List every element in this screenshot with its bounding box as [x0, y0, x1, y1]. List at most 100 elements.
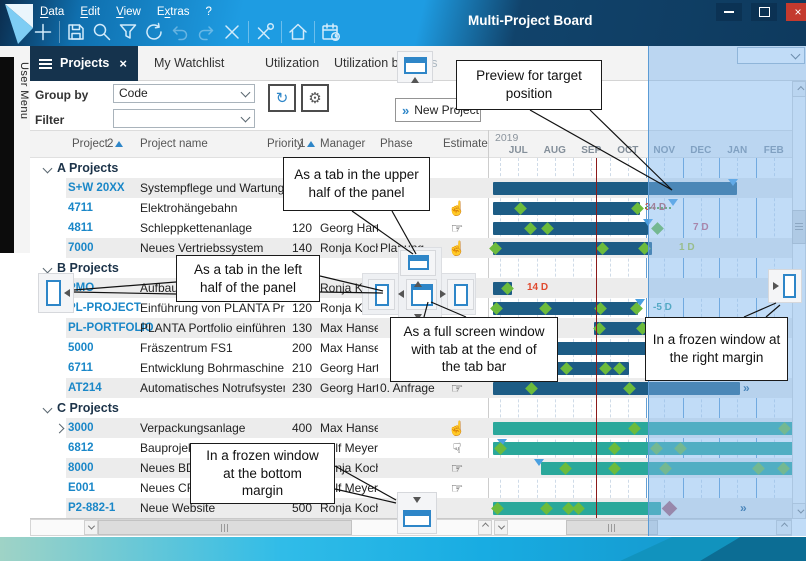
user-menu-label[interactable]: User Menu [18, 62, 30, 120]
group-collapse-icon[interactable] [42, 263, 53, 274]
col-manager[interactable]: Manager [320, 138, 366, 150]
close-button[interactable]: × [786, 3, 806, 21]
gantt-bar-AT214[interactable] [493, 381, 740, 395]
dock-arrow-left-icon [398, 290, 404, 298]
gantt-bar-3000[interactable] [493, 421, 792, 435]
toolbar [30, 18, 344, 46]
dock-frozen-bottom-target[interactable] [397, 492, 437, 534]
home-button[interactable] [285, 19, 311, 45]
settings-button[interactable]: ⚙ [301, 84, 329, 112]
project-code-link[interactable]: 8000 [68, 462, 94, 474]
dock-frozen-left-target[interactable] [38, 273, 74, 313]
menu-edit[interactable]: Edit [80, 6, 101, 18]
tab-projects[interactable]: Projects × [30, 46, 138, 81]
project-code-link[interactable]: 6812 [68, 442, 94, 454]
search-button[interactable] [89, 19, 115, 45]
col-project-sort[interactable]: 2 [107, 138, 124, 150]
table-row[interactable]: 6812 Bauprojekt - Rolf Meyer ☟ [30, 438, 488, 458]
gantt-bar-7000[interactable] [493, 241, 652, 255]
table-row[interactable]: 6711 Entwicklung Bohrmaschine 210 Georg Har… [30, 358, 488, 378]
menu-extras[interactable]: Extras [156, 6, 190, 18]
undo-button[interactable] [167, 19, 193, 45]
menu-?[interactable]: ? [205, 6, 212, 18]
project-code-link[interactable]: PL-PORTFOLIO [68, 322, 154, 334]
project-code-link[interactable]: AT214 [68, 382, 102, 394]
gantt-bar-PL-PROJECT[interactable] [493, 301, 638, 315]
gantt-scroll-left-button[interactable] [494, 520, 508, 535]
table-row[interactable]: PL-PORTFOLIO PLANTA Portfolio einführen 13… [30, 318, 488, 338]
maximize-button[interactable] [751, 3, 777, 21]
group-collapse-icon[interactable] [42, 163, 53, 174]
menu-view[interactable]: View [116, 6, 141, 18]
project-code-link[interactable]: 5000 [68, 342, 94, 354]
col-estimate[interactable]: Estimate [443, 138, 488, 150]
buffer-label: 7 D [693, 222, 709, 233]
project-code-link[interactable]: 6711 [68, 362, 93, 374]
tab-my-watchlist[interactable]: My Watchlist [154, 56, 225, 70]
table-row[interactable]: 4811 Schleppkettenanlage 120 Georg Hart ☞ [30, 218, 488, 238]
refresh-button[interactable] [141, 19, 167, 45]
project-code-link[interactable]: S+W 20XX [68, 182, 125, 194]
project-code-link[interactable]: 4711 [68, 202, 93, 214]
table-row[interactable]: AT214 Automatisches Notrufsystem... 230 Geo… [30, 378, 488, 398]
bar-continues-icon: » [743, 381, 750, 395]
table-scrollbar-thumb[interactable] [98, 520, 352, 535]
delete-button[interactable] [219, 19, 245, 45]
gantt-scrollbar-thumb[interactable] [566, 520, 658, 535]
thumb-up-icon[interactable]: ☝ [448, 420, 466, 436]
filter-button[interactable] [115, 19, 141, 45]
table-row[interactable]: 3000 Verpackungsanlage 400 Max Hansen ☝ [30, 418, 488, 438]
gantt-bar-6812[interactable] [493, 441, 792, 455]
group-collapse-icon[interactable] [42, 403, 53, 414]
project-code-link[interactable]: 7000 [68, 242, 94, 254]
timescale-select[interactable] [737, 47, 805, 64]
user-menu-collapsed-bar[interactable] [0, 57, 14, 253]
group-row[interactable]: B Projects [30, 258, 488, 278]
dock-left-half-target[interactable] [368, 279, 395, 310]
minimize-button[interactable] [716, 3, 742, 21]
table-row[interactable]: 5000 Fräszentrum FS1 200 Max Hansen [30, 338, 488, 358]
gantt-bar-PL-PORTFOLIO[interactable] [594, 321, 649, 335]
table-scroll-right-button[interactable] [478, 520, 492, 535]
tab-utilization[interactable]: Utilization [265, 56, 320, 70]
col-phase[interactable]: Phase [380, 138, 413, 150]
tab-close-icon[interactable]: × [119, 56, 127, 71]
project-code-link[interactable]: P2-882-1 [68, 502, 116, 514]
project-code-link[interactable]: PL-PROJECT [68, 302, 141, 314]
tools-button[interactable] [252, 19, 278, 45]
save-button[interactable] [63, 19, 89, 45]
col-priority[interactable]: Priority [267, 138, 303, 150]
gantt-scroll-right-button[interactable] [776, 520, 792, 535]
calendar-button[interactable] [318, 19, 344, 45]
table-scroll-left-button[interactable] [84, 520, 98, 535]
thumb-neutral-icon[interactable]: ☞ [450, 220, 464, 236]
project-code-link[interactable]: E001 [68, 482, 95, 494]
col-project-name[interactable]: Project name [140, 138, 208, 150]
thumb-neutral-icon[interactable]: ☞ [450, 460, 464, 476]
menu-data[interactable]: Data [40, 6, 65, 18]
dock-right-half-target[interactable] [447, 279, 474, 310]
group-by-select[interactable]: Code [113, 84, 255, 103]
add-button[interactable] [30, 19, 56, 45]
refresh-view-button[interactable]: ↻ [268, 84, 296, 112]
thumb-neutral-icon[interactable]: ☞ [450, 480, 464, 496]
col-priority-sort[interactable]: 1 [299, 138, 316, 150]
table-row[interactable]: 4711 Elektrohängebahn ☝ [30, 198, 488, 218]
thumb-neutral-icon[interactable]: ☞ [450, 380, 464, 396]
gantt-bar-4711[interactable] [493, 201, 640, 215]
project-code-link[interactable]: 4811 [68, 222, 93, 234]
col-project[interactable]: Project [72, 138, 108, 150]
expand-icon[interactable] [54, 423, 65, 434]
maximize-icon [758, 7, 770, 17]
thumb-up-icon[interactable]: ☝ [448, 240, 466, 256]
thumb-up-icon[interactable]: ☝ [448, 200, 466, 216]
group-row[interactable]: A Projects [30, 158, 488, 178]
project-code-link[interactable]: 3000 [68, 422, 94, 434]
redo-button[interactable] [193, 19, 219, 45]
gantt-bar-4811[interactable] [493, 221, 648, 235]
group-row[interactable]: C Projects [30, 398, 488, 418]
filter-select[interactable] [113, 109, 255, 128]
thumb-down-icon[interactable]: ☟ [452, 440, 462, 456]
panel-menu-icon[interactable] [39, 58, 52, 69]
dock-top-half-target[interactable] [400, 250, 436, 276]
